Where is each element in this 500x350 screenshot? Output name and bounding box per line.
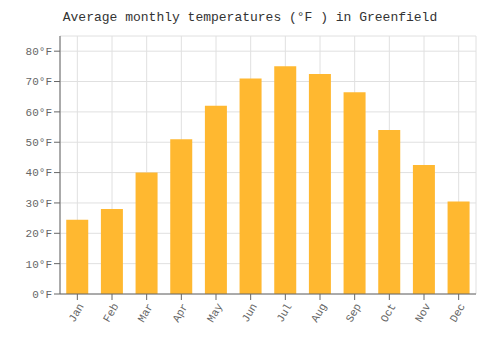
svg-text:10°F: 10°F (26, 259, 52, 271)
svg-text:Oct: Oct (378, 301, 398, 324)
svg-text:Mar: Mar (136, 301, 156, 324)
svg-text:0°F: 0°F (32, 289, 52, 301)
svg-text:20°F: 20°F (26, 228, 52, 240)
svg-text:Jul: Jul (274, 301, 294, 324)
svg-text:Jan: Jan (66, 301, 86, 324)
svg-text:Jun: Jun (240, 301, 260, 324)
svg-text:30°F: 30°F (26, 198, 52, 210)
svg-text:40°F: 40°F (26, 167, 52, 179)
svg-text:Nov: Nov (413, 301, 433, 324)
svg-text:Sep: Sep (344, 301, 364, 324)
svg-text:50°F: 50°F (26, 137, 52, 149)
svg-text:Dec: Dec (448, 301, 468, 324)
svg-text:Aug: Aug (309, 301, 329, 324)
svg-text:70°F: 70°F (26, 76, 52, 88)
svg-text:Apr: Apr (170, 301, 190, 324)
svg-text:Feb: Feb (101, 301, 121, 324)
svg-text:60°F: 60°F (26, 107, 52, 119)
svg-text:May: May (205, 301, 225, 324)
svg-text:80°F: 80°F (26, 46, 52, 58)
html-text:Average monthly temperatures (: Average monthly temperatures (°F ) in Gr… (62, 10, 438, 25)
